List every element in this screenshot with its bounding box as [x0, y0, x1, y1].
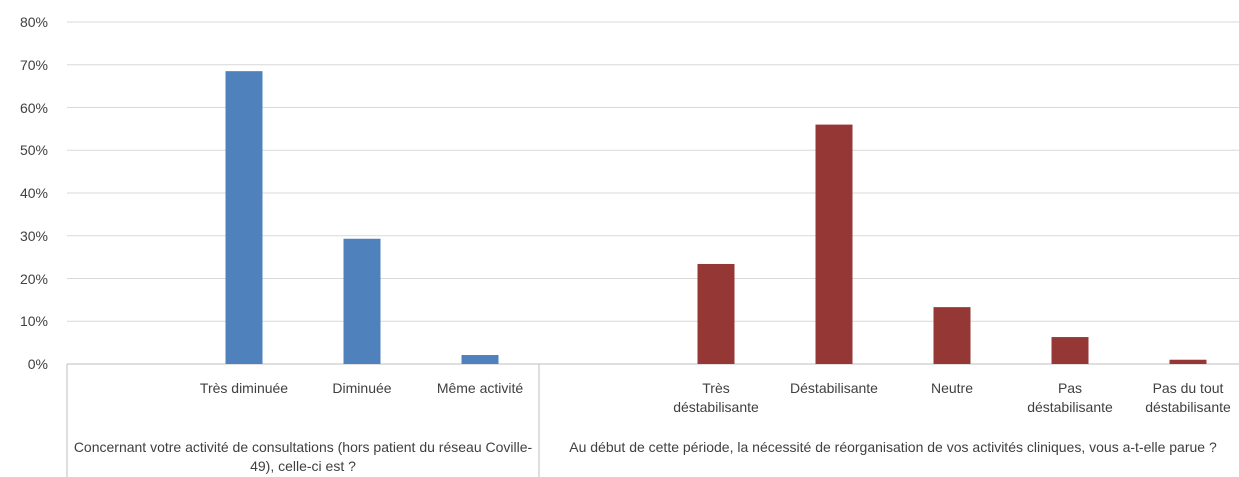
x-tick-label: Neutre	[930, 380, 974, 396]
bar	[697, 263, 735, 364]
y-tick-label: 0%	[27, 356, 48, 372]
bar	[461, 355, 499, 364]
x-tick-label: Pas déstabilisante	[1027, 380, 1113, 415]
x-tick-label: Déstabilisante	[790, 380, 878, 396]
y-tick-label: 20%	[19, 270, 48, 287]
bar	[1051, 337, 1089, 364]
y-tick-label: 80%	[19, 14, 48, 30]
bar	[933, 307, 971, 364]
bar	[225, 71, 263, 364]
bar	[815, 124, 853, 364]
y-tick-label: 70%	[19, 56, 48, 73]
bar	[343, 238, 381, 364]
x-tick-label: Même activité	[436, 380, 524, 396]
x-tick-label: Pas du tout déstabilisante	[1145, 380, 1231, 415]
x-tick-label: Très diminuée	[199, 380, 289, 396]
x-tick-label: Très déstabilisante	[673, 380, 759, 415]
group-label: Concernant votre activité de consultatio…	[73, 439, 533, 474]
bar	[1169, 359, 1207, 364]
group-label: Au début de cette période, la nécessité …	[569, 439, 1217, 455]
y-tick-label: 50%	[19, 142, 48, 159]
y-tick-label: 40%	[19, 185, 48, 201]
x-tick-label: Diminuée	[332, 380, 392, 396]
y-tick-label: 30%	[19, 227, 48, 244]
y-tick-label: 60%	[19, 99, 48, 116]
y-tick-label: 10%	[19, 313, 48, 330]
